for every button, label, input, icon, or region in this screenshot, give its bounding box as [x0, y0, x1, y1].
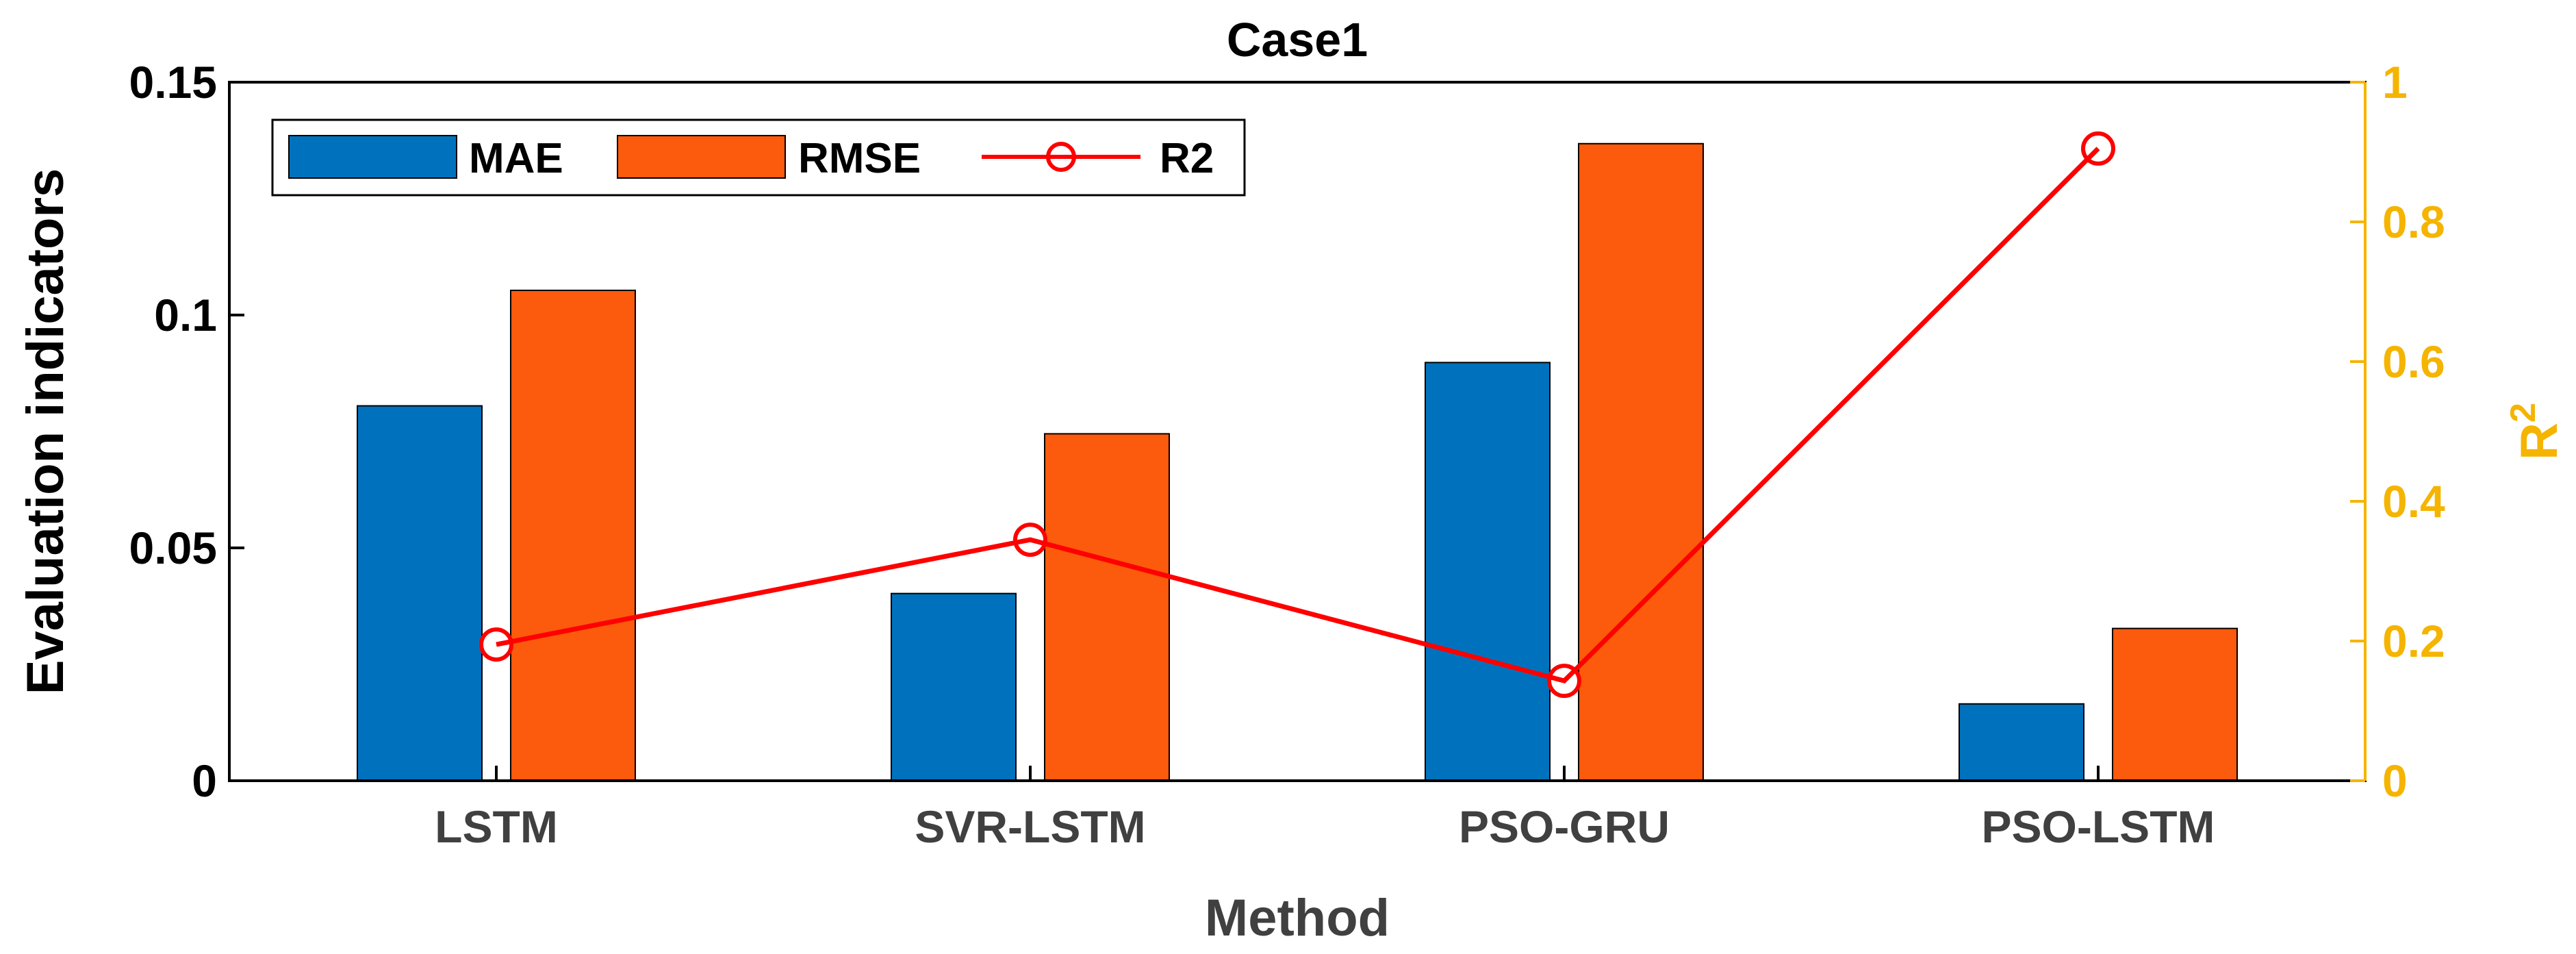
y2-tick-label: 0 [2382, 755, 2408, 806]
x-axis: LSTM SVR-LSTM PSO-GRU PSO-LSTM [435, 766, 2215, 852]
y-tick-label: 0.05 [129, 523, 217, 573]
legend-mae-swatch [288, 135, 457, 179]
x-tick-label: PSO-LSTM [1982, 801, 2215, 852]
x-tick-label: SVR-LSTM [915, 801, 1145, 852]
chart-title: Case1 [1227, 13, 1368, 66]
bar-mae-lstm [357, 405, 483, 781]
point-r2-svr-lstm [1013, 523, 1047, 557]
r2-line-layer [479, 131, 2115, 699]
legend-r2-label: R2 [1160, 135, 1214, 182]
y2-axis-label: R2 [2503, 403, 2568, 460]
y2-tick-label: 0.4 [2382, 476, 2445, 527]
line-r2 [496, 147, 2100, 684]
y-tick-label: 0.1 [154, 290, 217, 340]
y2-axis-label-superscript: 2 [2503, 403, 2543, 423]
y2-tick-label: 1 [2382, 57, 2408, 108]
right-axis: 0 0.2 0.4 0.6 0.8 1 [2350, 57, 2445, 806]
y-axis-label: Evaluation indicators [16, 168, 75, 695]
legend-r2-marker [1046, 142, 1076, 172]
y2-tick-label: 0.6 [2382, 336, 2445, 387]
y2-axis-label-base: R [2510, 423, 2568, 460]
bars-layer [357, 142, 2238, 782]
bar-rmse-lstm [510, 289, 636, 781]
y2-tick-label: 0.2 [2382, 616, 2445, 666]
x-tick-label: LSTM [435, 801, 558, 852]
legend-mae-label: MAE [469, 135, 563, 182]
legend: MAE RMSE R2 [271, 118, 1246, 197]
y-tick-label: 0 [192, 755, 217, 806]
x-tick-label: PSO-GRU [1459, 801, 1670, 852]
point-r2-pso-gru [1547, 664, 1581, 699]
bar-rmse-pso-gru [1578, 142, 1704, 781]
bar-rmse-svr-lstm [1044, 433, 1170, 782]
legend-rmse-label: RMSE [798, 135, 921, 182]
left-axis: 0 0.05 0.1 0.15 [129, 57, 244, 806]
point-r2-lstm [479, 627, 513, 662]
x-axis-label: Method [1205, 889, 1390, 947]
bar-rmse-pso-lstm [2112, 627, 2238, 782]
bar-mae-pso-lstm [1959, 703, 2084, 782]
point-r2-pso-lstm [2081, 131, 2115, 166]
bar-mae-pso-gru [1425, 362, 1551, 781]
y2-tick-label: 0.8 [2382, 197, 2445, 247]
y-tick-label: 0.15 [129, 57, 217, 108]
bar-mae-svr-lstm [891, 592, 1017, 781]
legend-rmse-swatch [617, 135, 786, 179]
